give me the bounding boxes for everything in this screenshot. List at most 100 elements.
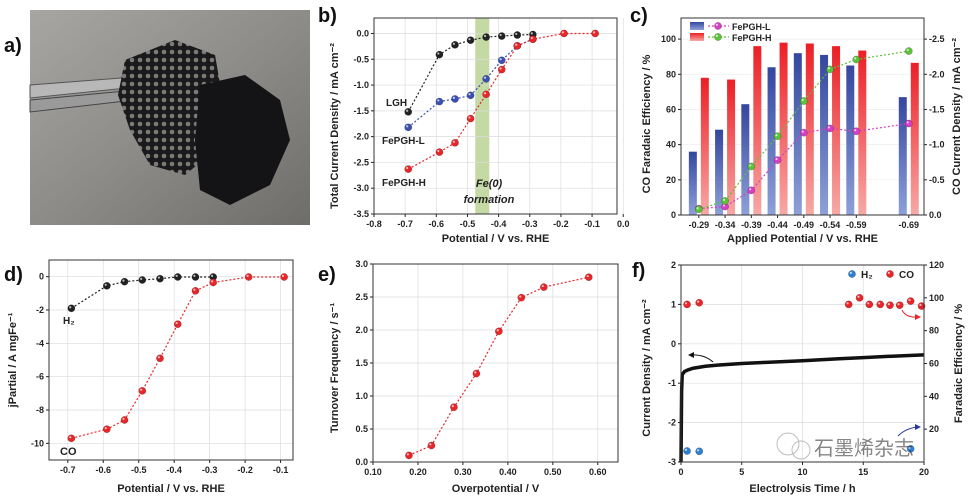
data-point-CO — [67, 434, 76, 443]
x-tick-label: -0.44 — [767, 220, 788, 230]
x-tick-label: -0.39 — [741, 220, 762, 230]
y2-tick-label: 20 — [929, 424, 939, 434]
y2-tick-label: -1.0 — [929, 140, 945, 150]
legend-point-h2 — [848, 270, 856, 278]
bar-fepgh-h--0.29 — [700, 77, 709, 215]
data-point-H₂ — [191, 273, 200, 281]
bar-fepgh-l--0.59 — [846, 65, 855, 215]
data-point-CO — [191, 286, 200, 295]
y-tick-label: -0.5 — [353, 54, 369, 64]
fe-point-co — [886, 301, 894, 310]
bar-fepgh-h--0.39 — [753, 46, 762, 216]
x-tick-label: -0.2 — [237, 465, 253, 475]
data-point-LGH-highlight — [406, 109, 409, 112]
data-point-CO — [173, 320, 182, 329]
legend-label: FePGH-L — [732, 22, 771, 32]
x-tick-label: -0.54 — [820, 220, 841, 230]
data-point-tof — [539, 283, 548, 291]
point-co-current-fepgh-l — [747, 186, 756, 195]
data-point-CO-highlight — [193, 288, 196, 291]
point-co-current-fepgh-l — [773, 156, 782, 164]
series-line-CO — [71, 276, 285, 439]
data-point-H₂-highlight — [140, 277, 143, 280]
point-co-current-fepgh-h — [799, 97, 808, 105]
x-tick-label: -0.49 — [794, 220, 815, 230]
x-tick-label: -0.3 — [202, 465, 218, 475]
data-point-H₂-highlight — [157, 276, 161, 279]
y2-tick-label: -2.0 — [929, 69, 945, 79]
arrow-head-icon — [915, 314, 921, 320]
line-co-current-fepgh-h — [698, 50, 909, 210]
data-point-FePGH-H — [529, 35, 537, 43]
data-point-FePGH-H-highlight — [561, 31, 565, 34]
y-tick-label: -8 — [36, 405, 44, 415]
bar-fepgh-h--0.69 — [910, 62, 919, 216]
legend-label: FePGH-H — [732, 33, 772, 43]
data-point-FePGH-L — [451, 95, 459, 103]
data-point-tof-highlight — [429, 443, 432, 446]
x-axis-label: Electrolysis Time / h — [749, 483, 855, 495]
point-co-current-fepgh-h — [694, 205, 703, 214]
fe-point-h2-highlight — [908, 446, 911, 449]
plot-frame — [48, 259, 294, 461]
x-tick-label: -0.6 — [96, 465, 112, 475]
data-point-FePGH-L — [497, 56, 506, 65]
y-axis-label: CO Faradaic Efficiency / % — [641, 54, 653, 193]
point-co-current-fepgh-h-highlight — [749, 164, 752, 167]
data-point-LGH — [497, 32, 506, 40]
charts: -0.8 -0.7 -0.6 -0.5 -0.4 -0.3 -0.2 -0.1 0.0 0.0 -0… — [7, 17, 965, 495]
data-point-CO-highlight — [69, 436, 72, 439]
data-point-tof-highlight — [519, 295, 522, 298]
x-axis-label: Overpotential / V — [452, 483, 540, 495]
data-point-CO-highlight — [157, 356, 161, 359]
data-point-tof-highlight — [496, 329, 499, 332]
y-tick-label: -3.5 — [353, 209, 369, 219]
y-tick-label: 0.0 — [355, 457, 368, 467]
fe-point-h2 — [683, 447, 691, 455]
x-tick-label: 0.20 — [409, 467, 427, 477]
legend-point-h2-highlight — [849, 271, 853, 274]
data-point-FePGH-H-highlight — [406, 166, 409, 170]
x-tick-label: -0.3 — [522, 219, 538, 229]
point-co-current-fepgh-l-highlight — [775, 157, 778, 161]
fe-point-co — [683, 300, 691, 309]
y-tick-label: -1.0 — [353, 80, 369, 90]
y2-tick-label: 80 — [929, 326, 939, 336]
fe-point-h2-highlight — [697, 449, 700, 452]
bar-fepgh-l--0.49 — [793, 53, 802, 215]
y-tick-label: 2.0 — [355, 325, 368, 335]
data-point-FePGH-L — [466, 91, 475, 100]
legend-point-co — [886, 270, 894, 278]
fe-point-h2-highlight — [684, 448, 688, 452]
x-tick-label: -0.69 — [899, 220, 920, 230]
y-tick-label: -2.0 — [353, 132, 369, 142]
plot-frame — [373, 17, 618, 215]
x-tick-label: -0.4 — [166, 465, 182, 475]
fe-point-co — [895, 301, 904, 310]
point-co-current-fepgh-h — [852, 55, 861, 64]
x-axis-label: Potential / V vs. RHE — [117, 483, 225, 495]
point-co-current-fepgh-h-highlight — [696, 207, 699, 210]
data-point-FePGH-H-highlight — [437, 149, 440, 153]
series-label-fepgh-l: FePGH-L — [382, 136, 425, 147]
data-point-FePGH-L-highlight — [483, 76, 487, 79]
bar-fepgh-l--0.34 — [715, 129, 724, 215]
series-line-FePGH-H — [407, 32, 596, 170]
y2-tick-label: -1.5 — [929, 104, 945, 114]
panel-label-c: c) — [630, 5, 648, 27]
point-co-current-fepgh-l-highlight — [801, 130, 804, 133]
data-point-FePGH-H — [466, 114, 475, 123]
plot-frame — [680, 264, 925, 463]
y2-tick-label: 100 — [929, 293, 944, 303]
point-co-current-fepgh-h — [721, 197, 729, 205]
x-tick-label: 10 — [797, 467, 807, 477]
x-tick-label: -0.4 — [491, 219, 507, 229]
data-point-FePGH-L-highlight — [406, 125, 409, 128]
data-point-FePGH-L — [404, 123, 413, 132]
series-label-lgh: LGH — [386, 98, 407, 109]
point-co-current-fepgh-l-highlight — [827, 126, 831, 129]
y-tick-label: 2 — [671, 260, 676, 270]
bar-fepgh-l--0.29 — [688, 151, 697, 215]
fe-point-co — [906, 297, 915, 305]
data-point-FePGH-H — [435, 148, 444, 156]
